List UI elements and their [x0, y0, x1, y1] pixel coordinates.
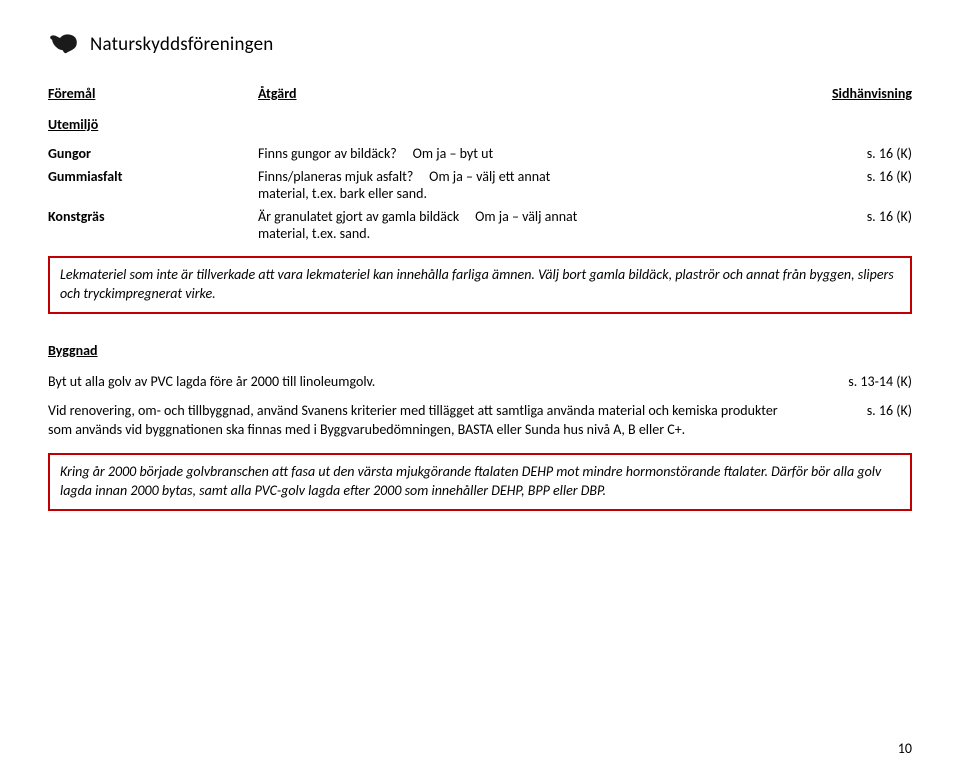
- cell-sidref: s. 16 (K): [598, 145, 912, 162]
- paragraph-row: Byt ut alla golv av PVC lagda före år 20…: [48, 373, 912, 392]
- note-box-1: Lekmateriel som inte är tillverkade att …: [48, 256, 912, 314]
- org-name: Naturskyddsföreningen: [90, 33, 274, 56]
- section-byggnad-title: Byggnad: [48, 342, 912, 359]
- col-header-foremal: Föremål: [48, 85, 258, 102]
- org-logo-icon: [48, 28, 80, 61]
- document-header: Naturskyddsföreningen: [48, 28, 912, 61]
- note-text: Lekmateriel som inte är tillverkade att …: [60, 266, 894, 302]
- cell-foremal: Konstgräs: [48, 208, 258, 242]
- table-row: Konstgräs Är granulatet gjort av gamla b…: [48, 208, 912, 242]
- cell-foremal: Gummiasfalt: [48, 168, 258, 202]
- page-number: 10: [898, 740, 912, 757]
- section-utemiljo-title: Utemiljö: [48, 116, 912, 133]
- table-row: Gungor Finns gungor av bildäck? Om ja – …: [48, 145, 912, 162]
- col-header-atgard: Åtgärd: [258, 85, 598, 102]
- paragraph-text: Vid renovering, om- och tillbyggnad, anv…: [48, 402, 822, 440]
- paragraph-row: Vid renovering, om- och tillbyggnad, anv…: [48, 402, 912, 440]
- paragraph-ref: s. 16 (K): [822, 402, 912, 440]
- cell-atgard: Är granulatet gjort av gamla bildäck Om …: [258, 208, 598, 242]
- cell-sidref: s. 16 (K): [598, 168, 912, 202]
- paragraph-text: Byt ut alla golv av PVC lagda före år 20…: [48, 373, 822, 392]
- cell-atgard: Finns gungor av bildäck? Om ja – byt ut: [258, 145, 598, 162]
- col-header-sidhanvisning: Sidhänvisning: [598, 85, 912, 102]
- paragraph-ref: s. 13-14 (K): [822, 373, 912, 392]
- cell-foremal: Gungor: [48, 145, 258, 162]
- cell-atgard: Finns/planeras mjuk asfalt? Om ja – välj…: [258, 168, 598, 202]
- note-box-2: Kring år 2000 började golvbranschen att …: [48, 453, 912, 511]
- table-row: Gummiasfalt Finns/planeras mjuk asfalt? …: [48, 168, 912, 202]
- note-text: Kring år 2000 började golvbranschen att …: [60, 463, 881, 499]
- column-headers: Föremål Åtgärd Sidhänvisning: [48, 85, 912, 102]
- cell-sidref: s. 16 (K): [598, 208, 912, 242]
